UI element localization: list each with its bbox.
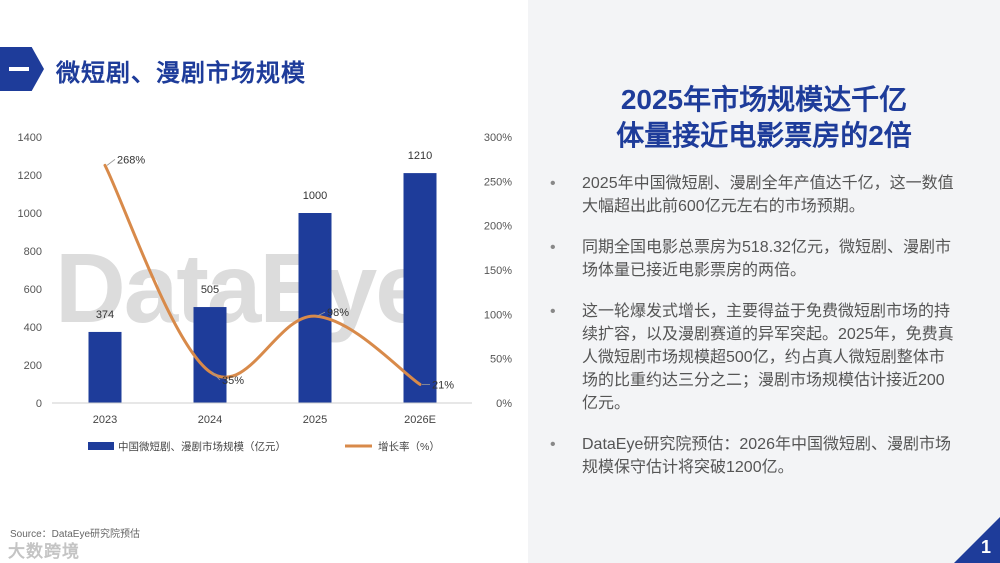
bar [403,173,437,403]
data-label-leader [316,311,326,317]
left-axis-tick-label: 200 [24,360,42,372]
growth-rate-line [103,163,422,386]
bullet-text: 2025年中国微短剧、漫剧全年产值达千亿，这一数值大幅超出此前600亿元左右的市… [582,175,954,215]
bar [88,331,122,403]
bar [193,307,227,403]
bar-labels: 374 505 1000 1210 [96,150,432,321]
bar-data-label: 1000 [303,190,327,202]
bullet-item: • 同期全国电影总票房为518.32亿元，微短剧、漫剧市场体量已接近电影票房的两倍… [550,236,960,282]
right-axis-tick-label: 0% [496,398,512,410]
bullet-text: 这一轮爆发式增长，主要得益于免费微短剧市场的持续扩容，以及漫剧赛道的异军突起。2… [582,303,954,412]
bullet-item: • DataEye研究院预估：2026年中国微短剧、漫剧市场规模保守估计将突破12… [550,433,960,479]
right-axis-tick-label: 50% [490,354,512,366]
legend-bar-swatch [88,442,114,450]
bullet-dot-icon: • [550,303,556,320]
left-axis-tick-label: 1000 [18,208,42,220]
bullet-text: DataEye研究院预估：2026年中国微短剧、漫剧市场规模保守估计将突破120… [582,436,951,476]
bullet-dot-icon: • [550,175,556,192]
left-axis-tick-label: 800 [24,246,42,258]
x-axis-tick-label: 2025 [303,414,327,426]
market-size-chart: 0 200 400 600 800 1000 1200 1400 0% 50% 100% 150% 2… [18,132,513,453]
page-number: 1 [980,537,991,557]
left-axis-tick-label: 1400 [18,132,42,144]
right-panel [528,0,1000,563]
dash-icon [9,67,29,71]
left-axis-tick-label: 600 [24,284,42,296]
x-axis-tick-label: 2024 [198,414,222,426]
bullet-dot-icon: • [550,436,556,453]
left-axis-tick-label: 400 [24,322,42,334]
headline-line-2: 体量接近电影票房的2倍 [616,120,912,151]
left-axis-tick-label: 1200 [18,170,42,182]
data-label-leader [106,159,116,166]
headline-line-1: 2025年市场规模达千亿 [620,84,908,115]
right-axis-tick-label: 300% [484,132,512,144]
line-data-label: 21% [432,379,454,391]
headline: 2025年市场规模达千亿 体量接近电影票房的2倍 [528,82,1000,154]
bullet-list: • 2025年中国微短剧、漫剧全年产值达千亿，这一数值大幅超出此前600亿元左右的… [550,172,960,497]
left-axis-tick-label: 0 [36,398,42,410]
bullet-item: • 这一轮爆发式增长，主要得益于免费微短剧市场的持续扩容，以及漫剧赛道的异军突起。… [550,300,960,415]
left-panel [0,0,528,563]
bar-data-label: 1210 [408,150,432,162]
left-axis: 0 200 400 600 800 1000 1200 1400 [18,132,42,410]
legend-bar-label: 中国微短剧、漫剧市场规模（亿元） [118,440,286,453]
growth-line-layer: 268% 35% 98% 21% [103,154,454,391]
bullet-dot-icon: • [550,239,556,256]
right-axis-tick-label: 250% [484,176,512,188]
source-note: Source：DataEye研究院预估 [10,529,141,540]
right-axis-tick-label: 100% [484,309,512,321]
line-data-label: 98% [327,307,349,319]
bar-data-label: 505 [201,284,219,296]
line-data-label: 35% [222,375,244,387]
section-title: 微短剧、漫剧市场规模 [56,60,306,87]
bullet-text: 同期全国电影总票房为518.32亿元，微短剧、漫剧市场体量已接近电影票房的两倍。 [582,239,951,279]
bar [298,213,332,403]
x-axis: 2023 2024 2025 2026E [52,402,472,426]
right-axis-tick-label: 150% [484,265,512,277]
line-data-label: 268% [117,154,145,166]
brand-watermark: 大数跨境 [8,542,80,561]
x-axis-tick-label: 2026E [404,414,436,426]
x-axis-tick-label: 2023 [93,414,117,426]
bullet-item: • 2025年中国微短剧、漫剧全年产值达千亿，这一数值大幅超出此前600亿元左右的… [550,172,960,218]
data-label-leader [211,371,221,381]
legend-line-label: 增长率（%） [378,440,440,453]
bars [88,173,437,403]
right-axis: 0% 50% 100% 150% 200% 250% 300% [484,132,512,410]
legend: 中国微短剧、漫剧市场规模（亿元） 增长率（%） [88,440,440,453]
bar-data-label: 374 [96,309,114,321]
right-axis-tick-label: 200% [484,221,512,233]
